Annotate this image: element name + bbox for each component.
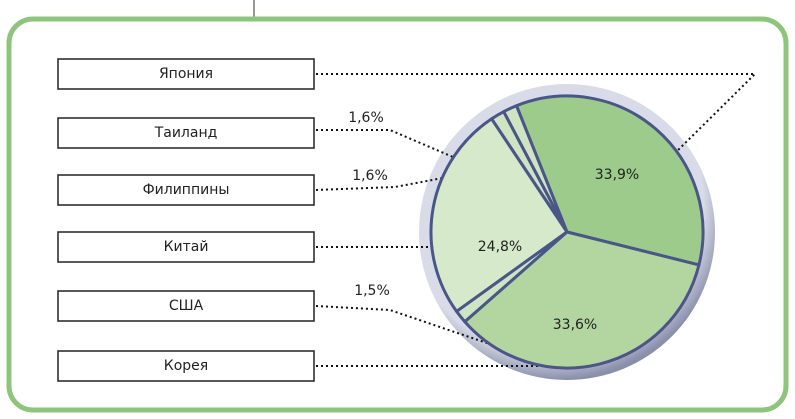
pie-slice — [463, 230, 701, 370]
pie-slice — [429, 117, 569, 313]
leader-line — [315, 176, 449, 191]
value-label: 1,5% — [354, 283, 390, 299]
category-label: Таиланд — [154, 125, 218, 141]
category-label: Китай — [164, 239, 209, 255]
category-box — [57, 290, 315, 322]
category-box — [57, 350, 315, 382]
leader-line — [316, 73, 758, 161]
value-label: 33,9% — [595, 167, 639, 183]
pie-slice — [514, 94, 705, 267]
category-box — [57, 117, 315, 149]
value-label: 1,6% — [348, 110, 384, 126]
category-label: Япония — [159, 66, 213, 82]
labels: Япония Таиланд Филиппины Китай США Корея — [57, 58, 315, 382]
category-box — [57, 58, 315, 90]
category-label: Филиппины — [143, 182, 230, 198]
value-label: 33,6% — [553, 317, 597, 333]
category-box — [57, 231, 315, 263]
pie: 33,9% 1,6% 1,6% 24,8% 1,5% 33,6% — [348, 94, 705, 370]
category-label: Корея — [164, 358, 208, 374]
value-label: 1,6% — [352, 168, 388, 184]
category-box — [57, 174, 315, 206]
value-label: 24,8% — [478, 239, 522, 255]
category-label: США — [169, 298, 204, 314]
